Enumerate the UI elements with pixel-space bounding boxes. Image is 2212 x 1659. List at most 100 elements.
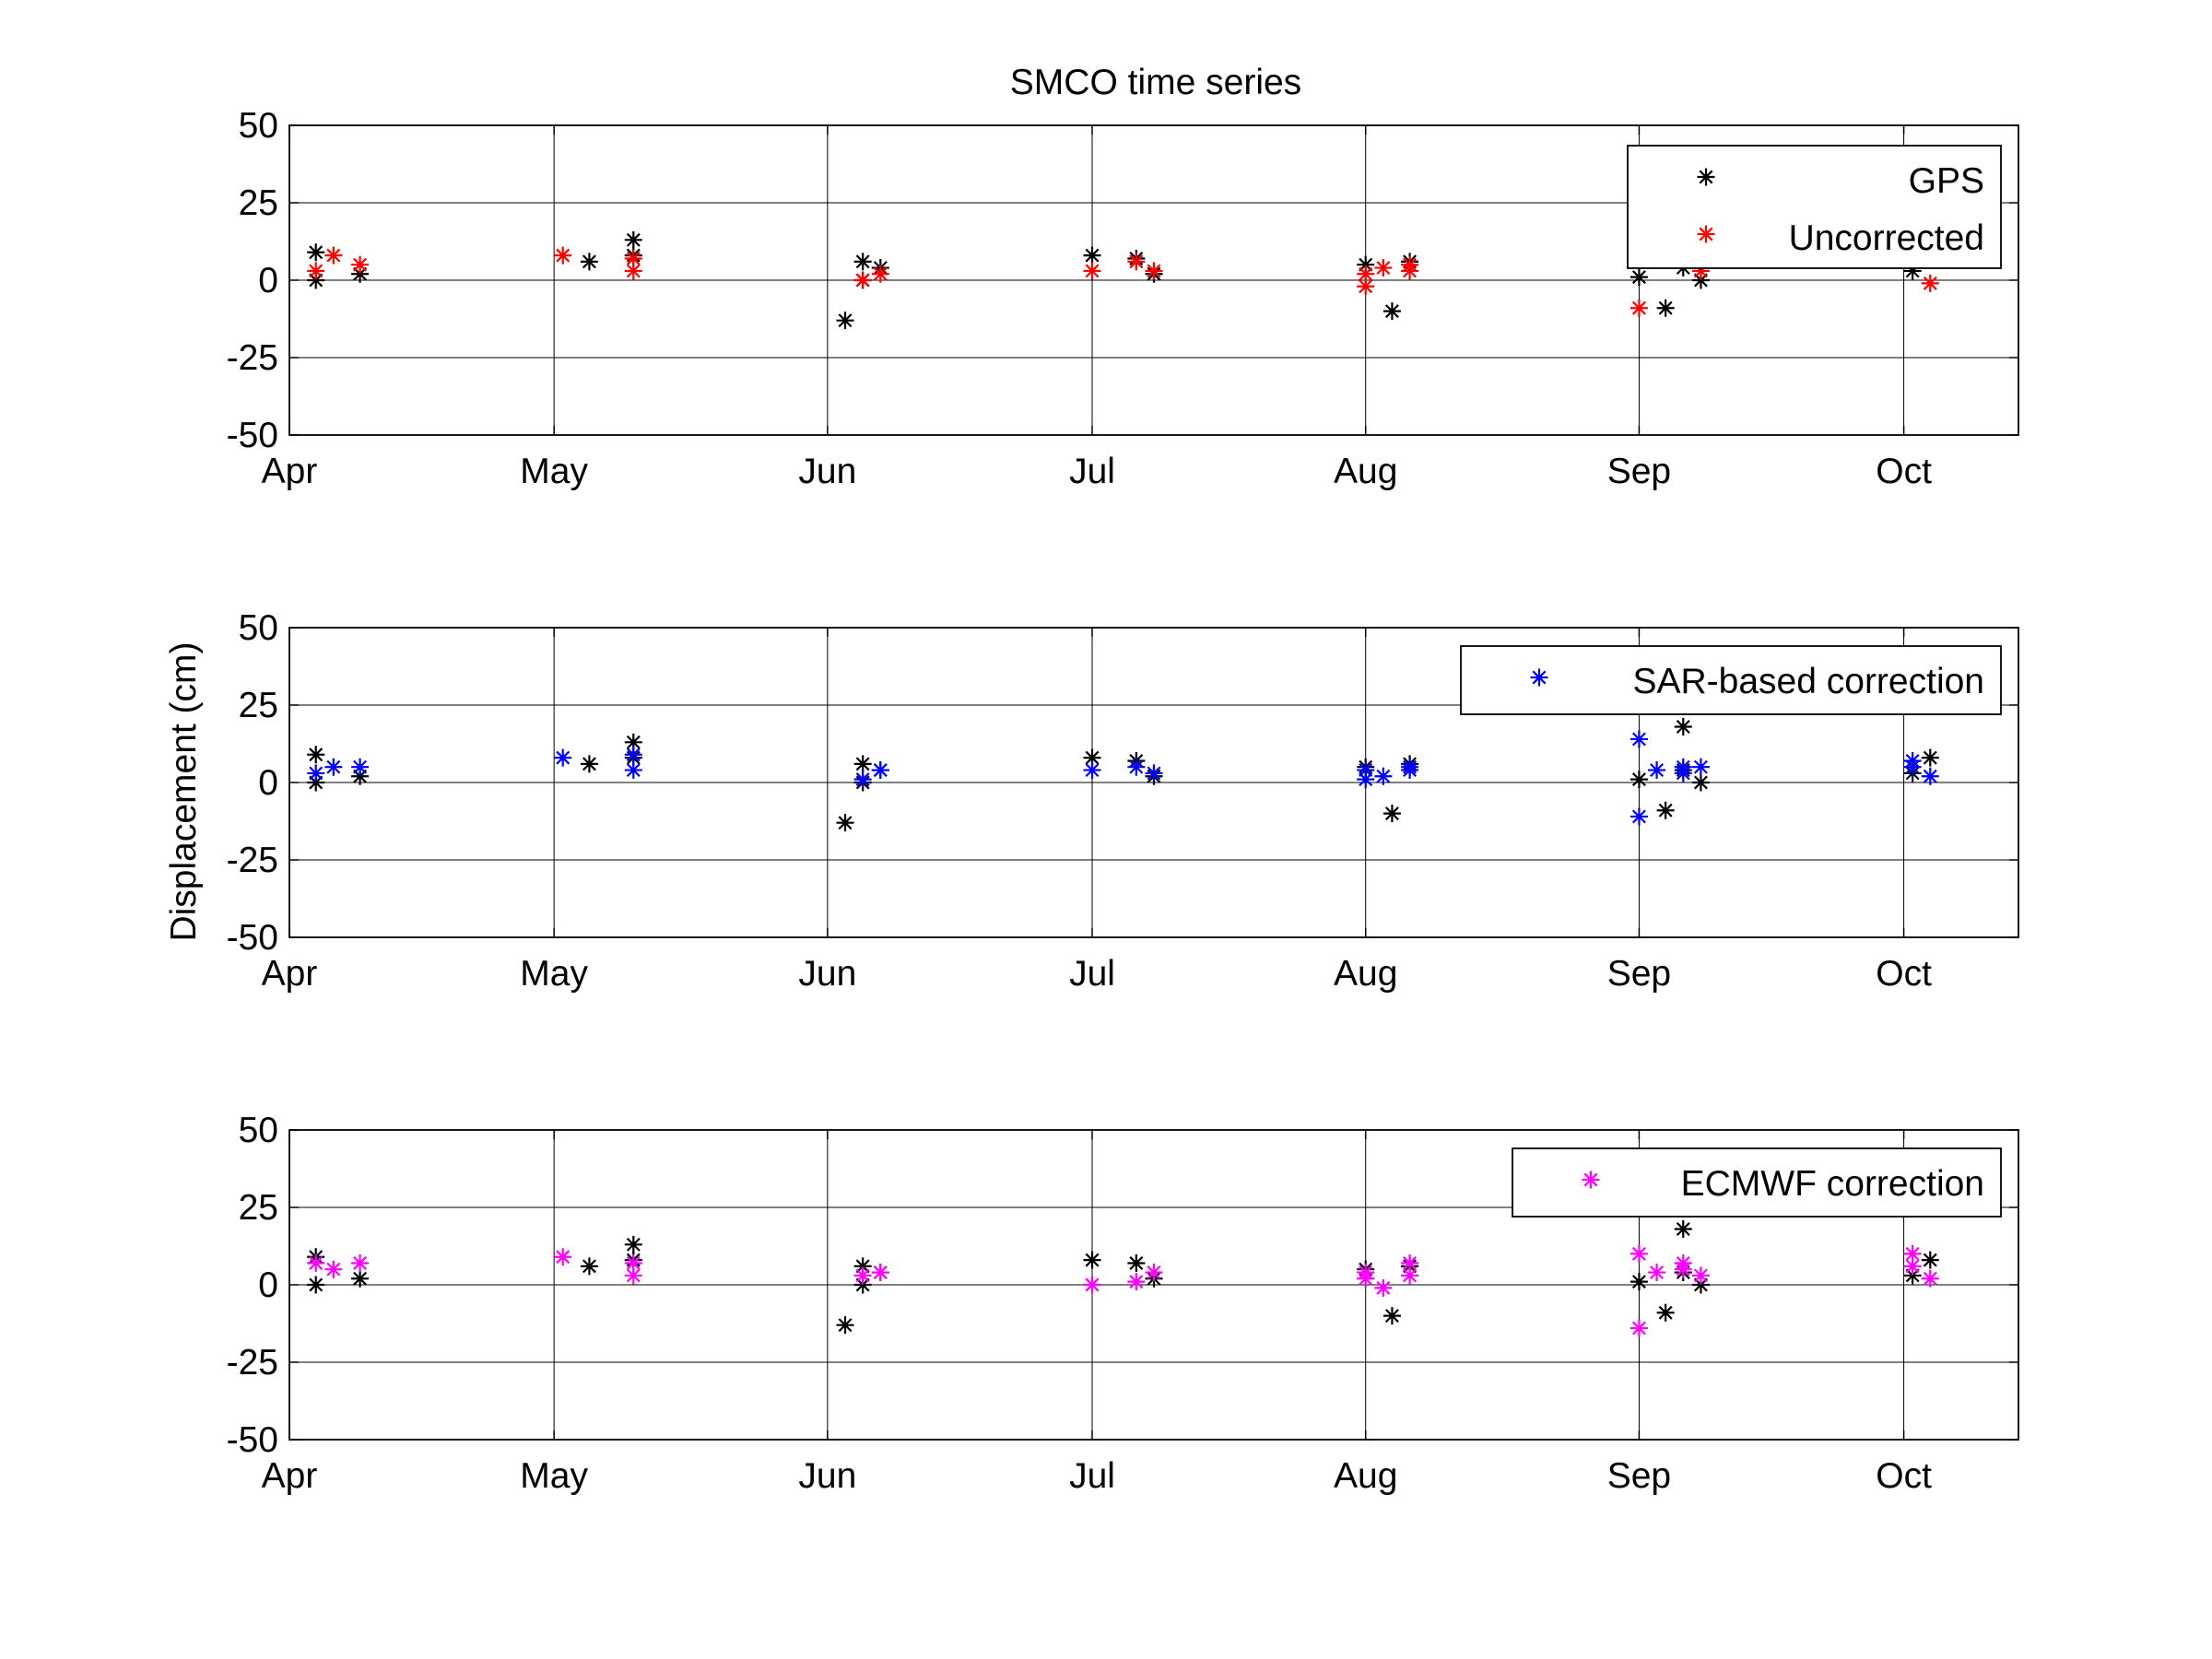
data-point-series-1 <box>1903 262 1922 280</box>
data-point-series-1 <box>1674 718 1692 736</box>
data-point-series-1 <box>853 755 872 773</box>
y-tick-label: 0 <box>258 261 278 300</box>
data-point-series-2 <box>1691 758 1710 776</box>
data-point-series-1 <box>1630 771 1648 789</box>
data-point-series-2 <box>1401 262 1419 280</box>
x-tick-label: Jul <box>1069 1456 1115 1496</box>
data-point-series-1 <box>1083 246 1101 265</box>
data-point-series-1 <box>1382 1307 1401 1325</box>
data-points <box>307 1220 1939 1337</box>
data-point-series-2 <box>1127 758 1146 776</box>
data-point-series-2 <box>624 1253 642 1272</box>
x-tick-label: Jun <box>798 452 856 491</box>
data-point-series-2 <box>1903 1244 1922 1263</box>
data-point-series-2 <box>1630 1244 1648 1263</box>
data-point-series-2 <box>307 262 325 280</box>
x-tick-label: Jun <box>798 1456 856 1496</box>
data-point-series-2 <box>1357 771 1375 789</box>
axes-box <box>288 124 2019 436</box>
x-tick-label: Apr <box>262 1456 318 1496</box>
data-point-series-2 <box>1921 767 1939 785</box>
y-tick-label: -25 <box>227 841 278 880</box>
x-tick-label: May <box>520 452 588 491</box>
data-point-series-1 <box>836 1316 854 1335</box>
y-tick-label: -50 <box>227 918 278 958</box>
legend-marker <box>1697 225 1715 243</box>
data-point-series-1 <box>1357 255 1375 274</box>
data-point-series-1 <box>1382 302 1401 321</box>
data-point-series-1 <box>1656 299 1675 317</box>
data-points <box>307 718 1939 832</box>
axes-box <box>288 1129 2019 1441</box>
data-point-series-2 <box>624 249 642 267</box>
data-point-series-1 <box>307 773 325 792</box>
data-point-series-2 <box>1630 1319 1648 1337</box>
data-point-series-1 <box>1656 1303 1675 1322</box>
legend-label: SAR-based correction <box>1632 662 1984 701</box>
data-point-series-2 <box>351 1253 370 1272</box>
data-point-series-1 <box>624 1235 642 1253</box>
data-point-series-2 <box>1083 262 1101 280</box>
data-point-series-2 <box>1145 262 1163 280</box>
data-point-series-2 <box>351 758 370 776</box>
data-point-series-2 <box>624 761 642 780</box>
y-tick-label: 0 <box>258 1265 278 1305</box>
data-point-series-1 <box>351 767 370 785</box>
data-point-series-2 <box>554 1248 572 1266</box>
data-point-series-1 <box>580 1257 598 1276</box>
data-point-series-2 <box>853 1266 872 1285</box>
data-point-series-1 <box>1903 1266 1922 1285</box>
y-tick-label: -50 <box>227 1420 278 1460</box>
data-point-series-2 <box>1630 807 1648 826</box>
data-point-series-2 <box>871 1264 889 1282</box>
data-point-series-2 <box>1691 1266 1710 1285</box>
data-point-series-2 <box>871 265 889 283</box>
data-point-series-1 <box>1083 1251 1101 1269</box>
data-point-series-1 <box>1691 271 1710 289</box>
data-point-series-2 <box>1374 1278 1393 1297</box>
data-point-series-2 <box>351 255 370 274</box>
legend: GPS Uncorrected <box>1627 145 2002 269</box>
legend-label: GPS <box>1909 161 1984 201</box>
data-point-series-2 <box>324 758 343 776</box>
data-point-series-1 <box>853 1276 872 1294</box>
x-tick-label: Aug <box>1334 1456 1397 1496</box>
legend-marker <box>1697 168 1715 186</box>
legend-label: Uncorrected <box>1789 218 1984 258</box>
legend-label: ECMWF correction <box>1681 1164 1984 1204</box>
data-point-series-2 <box>324 246 343 265</box>
data-point-series-2 <box>554 246 572 265</box>
legend-marker <box>1582 1171 1600 1189</box>
x-tick-label: May <box>520 1456 588 1496</box>
x-tick-label: Jul <box>1069 954 1115 994</box>
y-tick-label: 25 <box>239 686 278 725</box>
chart-title: SMCO time series <box>1010 63 1301 102</box>
data-point-series-1 <box>624 230 642 249</box>
data-point-series-2 <box>1401 1253 1419 1272</box>
legend-box <box>1460 645 2002 715</box>
data-point-series-1 <box>853 1257 872 1276</box>
data-point-series-2 <box>554 748 572 767</box>
x-tick-label: Apr <box>262 954 318 994</box>
data-point-series-1 <box>307 271 325 289</box>
data-point-series-2 <box>1357 277 1375 296</box>
data-point-series-1 <box>836 312 854 330</box>
data-point-series-2 <box>1145 764 1163 782</box>
data-point-series-1 <box>307 1276 325 1294</box>
data-point-series-2 <box>1374 767 1393 785</box>
x-tick-label: May <box>520 954 588 994</box>
data-point-series-2 <box>1903 1257 1922 1276</box>
data-point-series-2 <box>624 1266 642 1285</box>
data-point-series-1 <box>1656 801 1675 819</box>
legend-marker <box>1530 668 1548 687</box>
data-point-series-1 <box>1921 1251 1939 1269</box>
data-point-series-1 <box>351 265 370 283</box>
data-point-series-2 <box>1648 761 1666 780</box>
x-tick-label: Sep <box>1607 452 1671 491</box>
data-point-series-2 <box>1083 1276 1101 1294</box>
data-point-series-2 <box>307 1253 325 1272</box>
data-point-series-2 <box>1357 1264 1375 1282</box>
